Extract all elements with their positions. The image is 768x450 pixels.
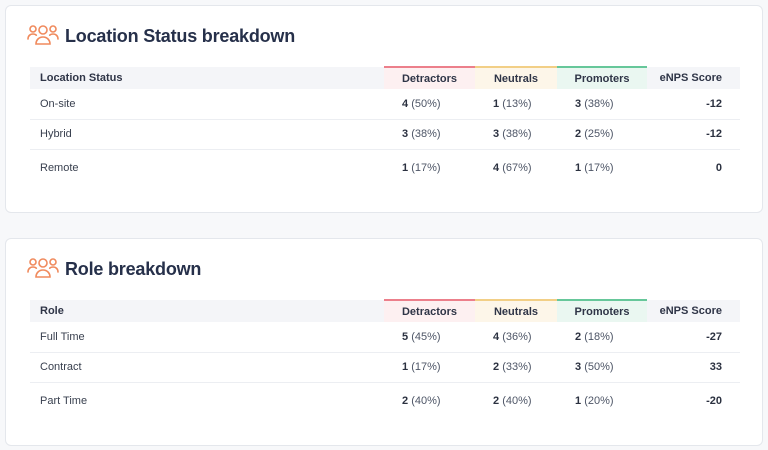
card-title: Role breakdown	[65, 258, 202, 279]
detractors-cell: 1 (17%)	[402, 162, 441, 175]
table-row: Hybrid 3 (38%) 3 (38%) 2 (25%) -12	[30, 119, 740, 150]
role-table: Role Detractors Neutrals Promoters eNPS …	[30, 299, 740, 420]
location-status-card: Location Status breakdown Location Statu…	[5, 5, 763, 213]
table-row: On-site 4 (50%) 1 (13%) 3 (38%) -12	[30, 89, 740, 120]
promoters-cell: 2 (18%)	[557, 322, 647, 353]
neutrals-cell: 1 (13%)	[475, 89, 557, 120]
people-group-icon	[27, 258, 59, 278]
table-row: Contract 1 (17%) 2 (33%) 3 (50%) 33	[30, 352, 740, 383]
table-row: Remote 1 (17%) 4 (67%) 1 (17%) 0	[30, 149, 740, 187]
col-role: Role	[30, 300, 384, 322]
neutrals-cell: 3 (38%)	[475, 119, 557, 150]
neutrals-cell: 2 (33%)	[475, 352, 557, 383]
enps-score-cell: -12	[647, 119, 740, 150]
enps-score-cell: -27	[647, 322, 740, 353]
neutrals-cell: 2 (40%)	[493, 395, 532, 408]
promoters-cell: 1 (20%)	[575, 395, 614, 408]
card-title: Location Status breakdown	[65, 25, 296, 46]
promoters-cell: 2 (25%)	[557, 119, 647, 150]
detractors-cell: 1 (17%)	[384, 352, 475, 383]
card-header: Role breakdown	[27, 255, 201, 283]
promoters-cell: 1 (17%)	[575, 162, 614, 175]
row-label: Contract	[30, 352, 384, 383]
col-detractors: Detractors	[384, 66, 475, 89]
enps-score-cell: -12	[647, 89, 740, 120]
col-location-status: Location Status	[30, 67, 384, 89]
neutrals-cell: 4 (36%)	[475, 322, 557, 353]
row-label: On-site	[30, 89, 384, 120]
card-header: Location Status breakdown	[27, 22, 295, 50]
col-promoters: Promoters	[557, 299, 647, 322]
enps-score-cell: 0	[715, 162, 722, 175]
col-promoters: Promoters	[557, 66, 647, 89]
table-row: Part Time 2 (40%) 2 (40%) 1 (20%) -20	[30, 382, 740, 420]
location-status-table: Location Status Detractors Neutrals Prom…	[30, 66, 740, 187]
row-label: Part Time	[40, 395, 88, 408]
table-row: Full Time 5 (45%) 4 (36%) 2 (18%) -27	[30, 322, 740, 353]
detractors-cell: 3 (38%)	[384, 119, 475, 150]
row-label: Hybrid	[30, 119, 384, 150]
col-enps-score: eNPS Score	[647, 67, 740, 89]
detractors-cell: 5 (45%)	[384, 322, 475, 353]
row-label: Remote	[40, 162, 79, 175]
enps-score-cell: -20	[706, 395, 722, 408]
col-neutrals: Neutrals	[475, 299, 557, 322]
col-detractors: Detractors	[384, 299, 475, 322]
detractors-cell: 4 (50%)	[384, 89, 475, 120]
people-group-icon	[27, 25, 59, 45]
promoters-cell: 3 (50%)	[557, 352, 647, 383]
col-neutrals: Neutrals	[475, 66, 557, 89]
promoters-cell: 3 (38%)	[557, 89, 647, 120]
row-label: Full Time	[30, 322, 384, 353]
col-enps-score: eNPS Score	[647, 300, 740, 322]
neutrals-cell: 4 (67%)	[493, 162, 532, 175]
role-card: Role breakdown Role Detractors Neutrals …	[5, 238, 763, 446]
enps-score-cell: 33	[647, 352, 740, 383]
detractors-cell: 2 (40%)	[402, 395, 441, 408]
